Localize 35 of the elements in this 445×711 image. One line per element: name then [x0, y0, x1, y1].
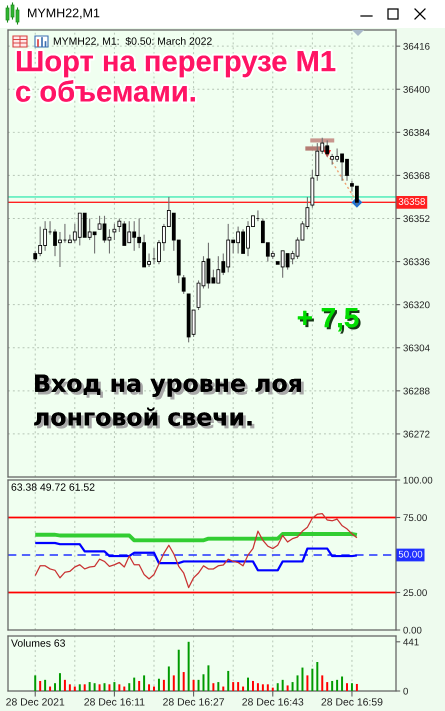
annotation: Шорт на перегрузе М1 с объемами. — [16, 51, 336, 102]
y-tick-label: 0 — [403, 688, 408, 695]
ref-line-label: 50.00 — [398, 550, 422, 558]
line-series — [33, 532, 359, 542]
y-tick-label: 36352 — [403, 215, 430, 222]
ref-line-label: 36358 — [398, 198, 425, 205]
annotation: Вход на уровне лоя лонговой свечи. — [34, 374, 304, 429]
line-series — [34, 542, 358, 572]
chart-title: MYMH22,M1 — [28, 8, 100, 19]
x-tick-label: 28 Dec 2021 — [6, 698, 64, 706]
annotation: + 7,5 — [298, 308, 361, 334]
y-tick-label: 441 — [403, 638, 419, 646]
y-tick-label: 75.00 — [403, 514, 427, 522]
y-tick-label: 36416 — [403, 42, 430, 50]
y-tick-label: 36304 — [403, 344, 430, 352]
y-tick-label: 36368 — [403, 172, 430, 180]
y-tick-label: 36384 — [403, 129, 430, 136]
line-series — [34, 512, 358, 588]
x-tick-label: 28 Dec 16:27 — [163, 698, 224, 706]
y-tick-label: 36272 — [403, 430, 430, 438]
x-tick-label: 28 Dec 16:59 — [322, 698, 382, 706]
candlestick — [182, 274, 186, 294]
y-tick-label: 36400 — [403, 86, 430, 93]
candlestick — [112, 223, 116, 241]
y-tick-label: 100.00 — [404, 476, 432, 484]
y-tick-label: 0.00 — [403, 626, 422, 634]
text: MYMH22, M1: $0.50: March 2022 — [54, 36, 212, 46]
x-tick-label: 28 Dec 16:43 — [242, 698, 304, 706]
y-tick-label: 36288 — [403, 388, 430, 394]
y-tick-label: 36336 — [403, 258, 430, 266]
x-tick-label: 28 Dec 16:11 — [84, 698, 144, 706]
y-tick-label: 36320 — [403, 301, 430, 308]
chart-title: Volumes 63 — [11, 639, 65, 647]
y-tick-label: 25.00 — [403, 589, 427, 596]
chart-title: 63.38 49.72 61.52 — [12, 483, 94, 491]
